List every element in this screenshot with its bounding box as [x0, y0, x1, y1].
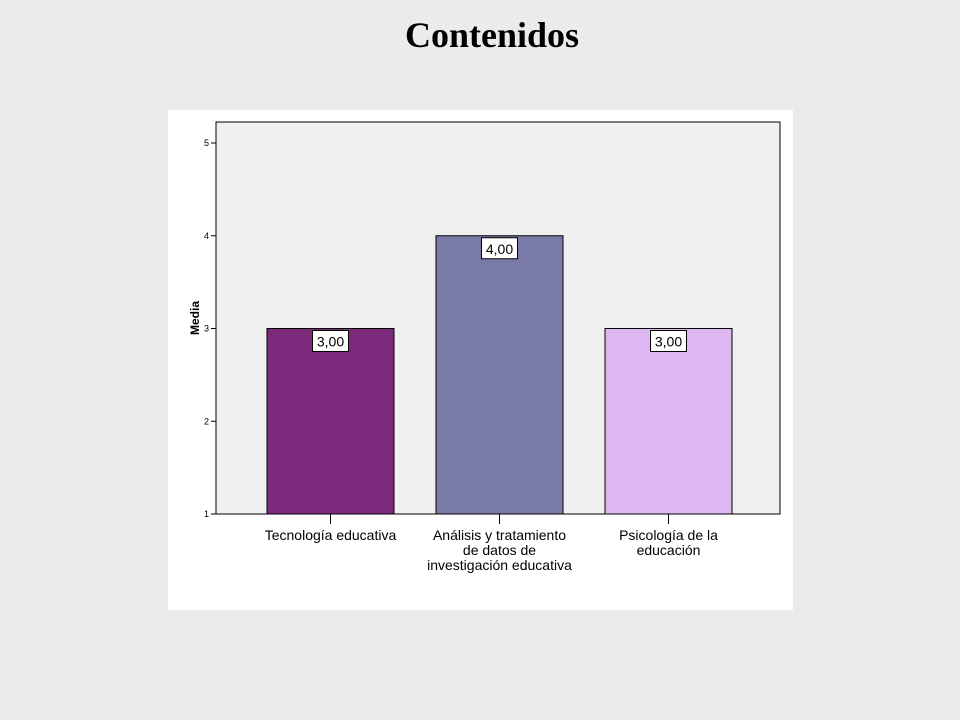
chart-panel: Media 1 2 3 4 5 3,00 Tecnología educativa 4,00 A… — [168, 110, 793, 610]
y-axis-label: Media — [188, 301, 202, 335]
y-tick-label: 1 — [204, 509, 209, 519]
x-tick-label: investigación educativa — [427, 557, 572, 573]
x-tick-label: Análisis y tratamiento — [433, 527, 566, 543]
data-label-box — [481, 237, 518, 260]
x-tick-label: de datos de — [463, 542, 536, 558]
data-label: 3,00 — [317, 334, 344, 350]
x-tick-label: Tecnología educativa — [265, 527, 397, 543]
data-label: 4,00 — [486, 241, 513, 257]
bar-1 — [266, 328, 395, 515]
y-tick-label: 3 — [204, 324, 209, 334]
x-tick-label: Psicología de la — [619, 527, 718, 543]
y-tick-label: 2 — [204, 416, 209, 426]
y-tick-label: 5 — [204, 138, 209, 148]
bar-chart: Media 1 2 3 4 5 3,00 Tecnología educativa 4,00 A… — [188, 121, 781, 573]
y-tick-label: 4 — [204, 231, 209, 241]
slide-title: Contenidos — [404, 15, 580, 55]
data-label: 3,00 — [655, 334, 682, 350]
data-label-box — [312, 330, 349, 352]
bar-3 — [604, 328, 733, 515]
bar-2 — [435, 235, 564, 515]
x-tick-label: educación — [637, 542, 701, 558]
data-label-box — [650, 330, 687, 352]
